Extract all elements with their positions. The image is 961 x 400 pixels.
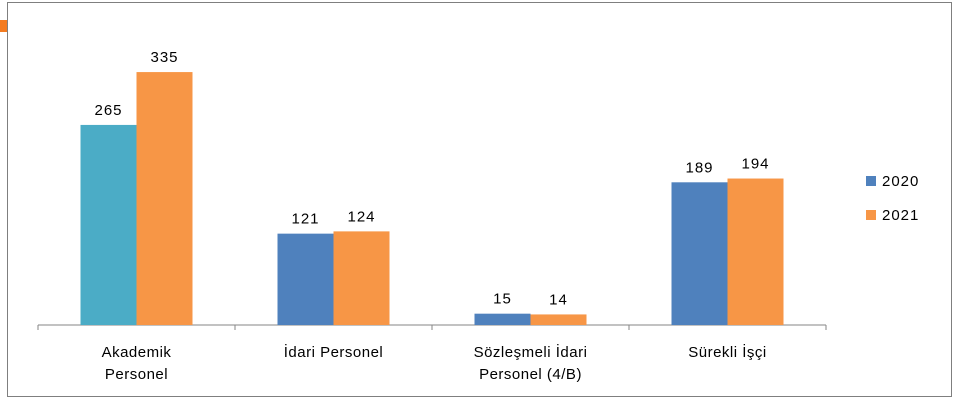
data-label: 194: [741, 156, 769, 173]
bar: [530, 314, 587, 325]
bar: [333, 231, 390, 325]
bar: [727, 178, 784, 325]
bar: [474, 313, 531, 325]
corner-mark: [0, 20, 7, 32]
bar: [136, 72, 193, 325]
bar: [671, 182, 728, 325]
x-tick-label: Akademik Personel: [101, 344, 172, 383]
data-label: 335: [150, 49, 178, 66]
x-tick-label: Sözleşmeli İdari Personel (4/B): [473, 344, 588, 383]
data-label: 189: [685, 159, 713, 176]
data-label: 265: [94, 102, 122, 119]
legend-swatch: [866, 210, 876, 220]
legend-label: 2020: [882, 173, 919, 190]
data-label: 121: [291, 211, 319, 228]
legend-swatch: [866, 176, 876, 186]
x-tick-label: Sürekli İşçi: [688, 344, 767, 361]
data-label: 15: [493, 291, 512, 308]
data-label: 14: [549, 291, 568, 308]
data-label: 124: [347, 208, 375, 225]
x-tick-label: İdari Personel: [283, 344, 384, 361]
legend-label: 2021: [882, 207, 919, 224]
bar: [277, 233, 334, 325]
bar: [80, 124, 137, 325]
